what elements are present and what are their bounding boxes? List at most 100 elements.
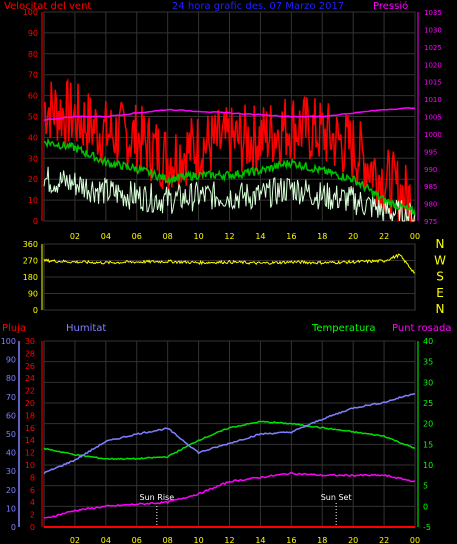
pressure-tick-label: 1025	[424, 44, 442, 52]
rain-tick-label: 8	[30, 473, 35, 482]
humidity-tick-label: 80	[6, 374, 16, 383]
direction-tick-label: 360	[23, 240, 38, 249]
pressure-tick-label: 1010	[424, 96, 442, 104]
temperature-tick-label: 0	[423, 502, 428, 511]
wind-tick-label: 70	[28, 71, 38, 80]
hour-tick-label: 00	[410, 536, 420, 544]
rain-tick-label: 20	[25, 399, 35, 408]
hour-tick-label: 18	[317, 536, 327, 544]
humidity-tick-label: 30	[6, 467, 16, 476]
pressure-tick-label: 995	[424, 148, 437, 156]
pressure-tick-label: 985	[424, 183, 437, 191]
legend-humidity: Humitat	[66, 323, 106, 334]
wind-average-line	[43, 137, 416, 215]
rain-tick-label: 4	[30, 498, 35, 507]
wind-tick-label: 10	[28, 196, 38, 205]
hour-tick-label: 22	[379, 232, 389, 241]
humidity-tick-label: 50	[6, 430, 16, 439]
pressure-tick-label: 990	[424, 166, 437, 174]
rain-tick-label: 30	[25, 337, 35, 346]
compass-label: W	[434, 253, 446, 267]
rain-tick-label: 10	[25, 461, 35, 470]
temperature-tick-label: 30	[423, 378, 433, 387]
wind-tick-label: 100	[23, 8, 38, 17]
pressure-tick-label: 1020	[424, 61, 442, 69]
compass-label: S	[436, 270, 444, 284]
hour-tick-label: 08	[163, 536, 173, 544]
direction-tick-label: 270	[23, 257, 38, 266]
hour-tick-label: 10	[193, 536, 203, 544]
humidity-tick-label: 100	[1, 337, 16, 346]
direction-tick-label: 90	[28, 290, 38, 299]
hour-tick-label: 14	[255, 536, 265, 544]
humidity-tick-label: 70	[6, 393, 16, 402]
legend-temperature: Temperatura	[311, 323, 376, 334]
wind-direction-line	[43, 253, 415, 274]
rain-tick-label: 12	[25, 449, 35, 458]
sunrise-label: Sun Rise	[140, 493, 175, 502]
wind-tick-label: 0	[33, 217, 38, 226]
direction-tick-label: 180	[23, 273, 38, 282]
compass-label: N	[436, 302, 445, 316]
rain-tick-label: 2	[30, 511, 35, 520]
wind-tick-label: 20	[28, 175, 38, 184]
humidity-tick-label: 0	[11, 523, 16, 532]
humidity-line	[43, 393, 416, 475]
temperature-tick-label: 5	[423, 482, 428, 491]
wind-tick-label: 30	[28, 154, 38, 163]
rain-tick-label: 18	[25, 411, 35, 420]
hour-tick-label: 12	[224, 536, 234, 544]
hour-tick-label: 02	[70, 536, 80, 544]
humidity-tick-label: 10	[6, 504, 16, 513]
humidity-tick-label: 60	[6, 411, 16, 420]
hour-tick-label: 04	[101, 536, 111, 544]
pressure-tick-label: 1030	[424, 26, 442, 34]
chart-title: 24 hora grafic des. 07 Marzo 2017	[172, 1, 344, 12]
temperature-tick-label: 10	[423, 461, 433, 470]
hour-tick-label: 10	[193, 232, 203, 241]
rain-tick-label: 0	[30, 523, 35, 532]
wind-tick-label: 80	[28, 50, 38, 59]
hour-tick-label: 16	[286, 232, 296, 241]
pressure-label: Pressió	[373, 0, 408, 12]
pressure-tick-label: 1005	[424, 114, 442, 122]
compass-label: N	[436, 237, 445, 251]
pressure-tick-label: 980	[424, 201, 437, 209]
pressure-line	[43, 107, 416, 122]
wind-tick-label: 40	[28, 133, 38, 142]
rain-tick-label: 22	[25, 387, 35, 396]
temperature-tick-label: 15	[423, 440, 433, 449]
humidity-tick-label: 90	[6, 356, 16, 365]
wind-speed-label: Velocitat del vent	[4, 1, 91, 12]
hour-tick-label: 22	[379, 536, 389, 544]
rain-tick-label: 28	[25, 349, 35, 358]
humidity-tick-label: 40	[6, 449, 16, 458]
rain-humidity-temperature-panel: Pluja Humitat Temperatura Punt rosada -5…	[1, 323, 452, 544]
temperature-tick-label: 20	[423, 420, 433, 429]
hour-tick-label: 14	[255, 232, 265, 241]
hour-tick-label: 02	[70, 232, 80, 241]
compass-label: E	[436, 286, 444, 300]
hour-tick-label: 06	[132, 232, 142, 241]
hour-tick-label: 08	[163, 232, 173, 241]
hour-tick-label: 18	[317, 232, 327, 241]
dew-point-line	[43, 471, 416, 519]
hour-tick-label: 20	[348, 536, 358, 544]
rain-tick-label: 26	[25, 362, 35, 371]
pressure-tick-label: 975	[424, 218, 437, 226]
hour-tick-label: 12	[224, 232, 234, 241]
temperature-tick-label: 35	[423, 358, 433, 367]
temperature-line	[43, 420, 416, 461]
wind-tick-label: 60	[28, 92, 38, 101]
direction-tick-label: 0	[33, 306, 38, 315]
hour-tick-label: 16	[286, 536, 296, 544]
sunset-label: Sun Set	[321, 493, 352, 502]
wind-min-line	[43, 166, 416, 222]
legend-rain: Pluja	[2, 323, 26, 334]
hour-tick-label: 06	[132, 536, 142, 544]
rain-tick-label: 14	[25, 436, 35, 445]
temperature-tick-label: 40	[423, 337, 433, 346]
